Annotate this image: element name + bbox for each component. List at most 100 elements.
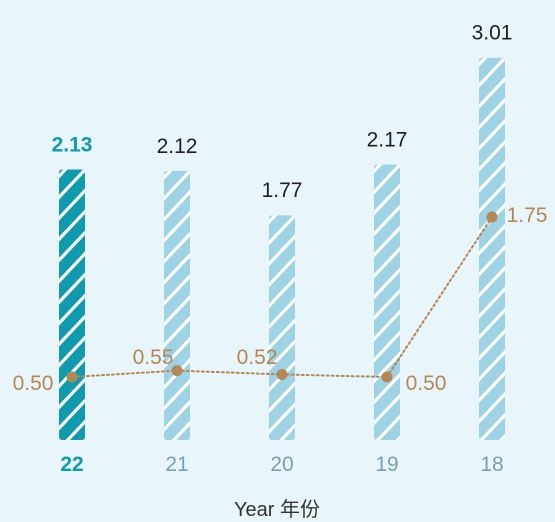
x-axis-title: Year 年份 [234,498,320,521]
bar-stripe [479,346,505,385]
bar-stripe [59,206,85,245]
bar-stripe [479,283,505,322]
bar-18 [475,57,509,510]
bar-fill-20 [269,215,295,440]
bar-stripe [479,157,505,196]
line-value-label-20: 0.52 [237,346,278,369]
bar-stripe [475,474,509,510]
bar-stripe [374,369,400,408]
bar-fill-22 [59,169,85,441]
bar-stripe [59,269,85,308]
bar-19 [374,164,400,440]
bar-stripe [269,294,295,333]
line-value-label-19: 0.50 [406,372,447,395]
bar-stripe [479,325,505,364]
bar-stripe [164,375,190,414]
line-value-label-22: 0.50 [13,372,54,395]
bar-stripe [479,388,505,427]
bar-stripe [269,336,295,375]
bar-stripe [479,409,505,440]
line-point-21 [171,365,183,377]
bar-stripe [479,262,505,301]
bar-stripe [164,186,190,225]
bar-stripe [59,248,85,287]
bar-stripe [164,270,190,309]
bar-stripe [59,185,85,224]
bar-stripe [374,285,400,324]
bar-stripe [164,291,190,330]
bar-stripe [59,169,85,203]
x-tick-label-19: 19 [375,453,398,476]
bar-stripe [479,304,505,343]
bar-stripe [269,378,295,417]
line-point-22 [66,371,78,383]
bar-stripe [374,180,400,219]
bar-value-label-20: 1.77 [262,179,303,202]
bar-stripe [479,136,505,175]
bar-stripe [479,73,505,112]
bar-stripe [164,312,190,351]
bar-stripe [164,207,190,246]
bar-stripe [374,201,400,240]
bar-stripe [164,249,190,288]
bar-stripe [164,333,190,372]
bar-stripe [374,243,400,282]
bar-stripe [164,228,190,267]
bar-stripe [59,374,85,413]
bar-21 [164,170,190,440]
bar-stripe [164,396,190,435]
bar-stripe [374,348,400,387]
bar-stripe [269,252,295,291]
line-layer [66,211,498,383]
line-value-label-18: 1.75 [507,204,548,227]
bar-stripe [269,399,295,438]
bar-stripe [479,241,505,280]
line-point-18 [486,211,498,223]
bar-stripe [479,94,505,133]
bar-stripe [269,215,295,249]
x-tick-label-22: 22 [60,453,83,476]
bar-stripe [59,395,85,434]
bar-stripe [374,327,400,366]
x-tick-label-20: 20 [270,453,293,476]
bar-stripe [374,411,400,440]
bar-stripe [374,390,400,429]
bar-stripe [269,273,295,312]
bar-stripe [479,220,505,259]
bar-labels-layer: 2.13 2.12 1.77 2.17 3.01 [52,22,513,202]
line-point-19 [381,371,393,383]
bars-layer [59,57,509,510]
bar-value-label-22: 2.13 [52,133,93,156]
x-tick-label-18: 18 [480,453,503,476]
bar-stripe [59,227,85,266]
bar-stripe [479,178,505,217]
bar-stripe [269,315,295,354]
bar-stripe [59,332,85,371]
bar-stripe [59,311,85,350]
bar-stripe [374,222,400,261]
line-labels-layer: 0.50 0.55 0.52 0.50 1.75 [13,204,548,395]
bar-stripe [374,164,400,198]
bar-stripe [269,420,295,440]
bar-20 [269,215,295,440]
bar-22 [59,169,85,441]
bar-stripe [164,417,190,440]
bar-stripe [59,290,85,329]
bar-stripe [59,416,85,441]
bar-stripe [374,264,400,303]
line-point-20 [276,368,288,380]
bar-stripe [479,115,505,154]
bar-value-label-19: 2.17 [367,128,408,151]
bar-stripe [479,367,505,406]
bar-stripe [269,231,295,270]
line-value-label-21: 0.55 [133,346,174,369]
bar-stripe [374,306,400,345]
bar-stripe [479,57,505,91]
bar-value-label-18: 3.01 [472,22,513,45]
bar-value-label-21: 2.12 [157,135,198,158]
x-tick-labels: 22 21 20 19 18 [60,453,503,476]
bar-stripe [164,170,190,204]
bar-fill-21 [164,170,190,440]
x-tick-label-21: 21 [165,453,188,476]
